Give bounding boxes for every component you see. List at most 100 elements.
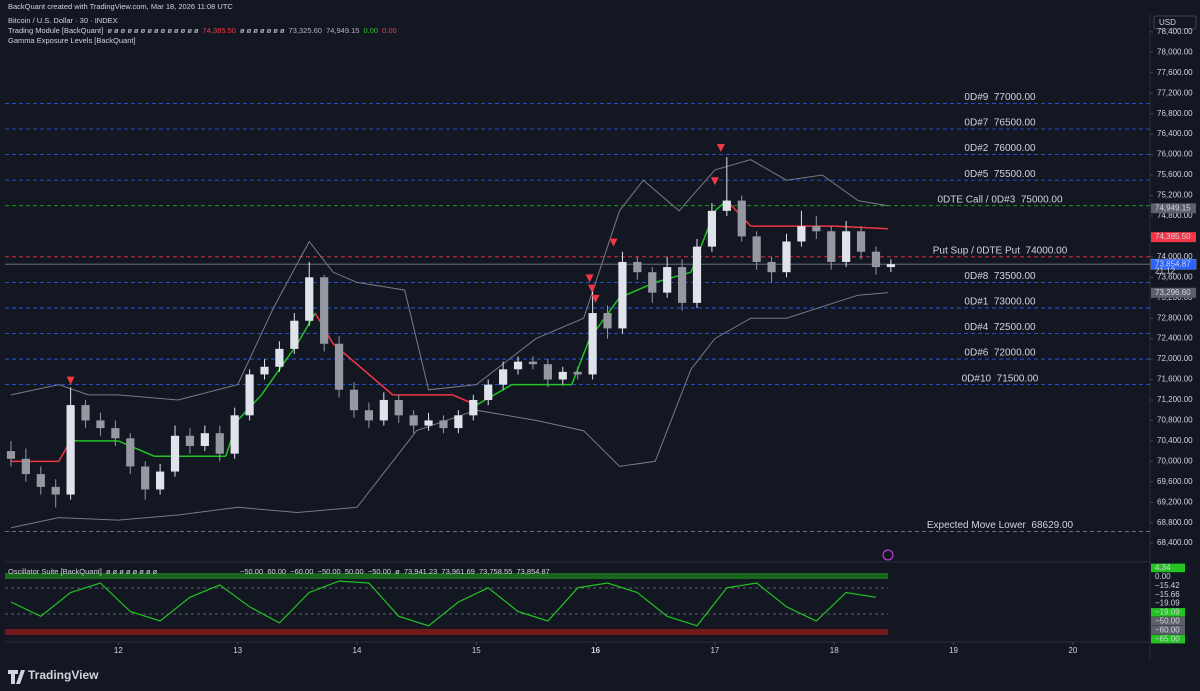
osc-tag-label: −50.00: [1155, 617, 1180, 626]
osc-tag-label: 0.00: [1155, 572, 1171, 581]
candle-body: [66, 405, 75, 495]
candle-body: [170, 435, 180, 472]
osc-tag: [1151, 572, 1185, 582]
band-line: [10, 159, 888, 401]
trail-segment: [118, 440, 155, 457]
price-tag-label: 73,854.87: [1155, 259, 1191, 268]
osc-tag: [1151, 634, 1185, 644]
candle-body: [439, 420, 448, 429]
candle-body: [886, 264, 895, 268]
y-tick-label: 68,400.00: [1157, 538, 1193, 547]
x-tick-label: 15: [472, 646, 481, 655]
candle-body: [454, 415, 463, 429]
candle-body: [528, 361, 538, 365]
candle-body: [797, 226, 806, 242]
x-tick-label: 14: [353, 646, 362, 655]
osc-tag: [1151, 625, 1185, 635]
legend-part: ø ø ø ø ø ø ø: [240, 26, 285, 35]
candle-body: [260, 366, 269, 375]
legend-part: Trading Module [BackQuant] ø ø ø ø ø ø ø…: [8, 26, 199, 35]
signal-marker: [716, 144, 725, 153]
osc-tag-label: −19.09: [1155, 608, 1180, 617]
countdown: 21:12: [1155, 266, 1176, 275]
candle-body: [782, 241, 791, 273]
candle-body: [513, 361, 523, 370]
y-tick-label: 68,800.00: [1157, 518, 1193, 527]
candle-body: [96, 420, 105, 429]
price-tag-label: 73,296.60: [1155, 288, 1191, 297]
osc-tag: [1151, 581, 1185, 590]
x-tick-label: 13: [233, 646, 242, 655]
candle-body: [364, 410, 374, 421]
credit: BackQuant created with TradingView.com, …: [8, 2, 233, 11]
candle-body: [842, 231, 851, 262]
osc-tag: [1151, 617, 1185, 626]
candle-body: [36, 474, 45, 487]
candle-body: [648, 272, 657, 293]
legend-part: 73,325.60 74,949.15: [289, 26, 360, 35]
signal-marker: [710, 177, 719, 186]
y-tick-label: 77,200.00: [1157, 88, 1193, 97]
x-tick-label: 12: [114, 646, 123, 655]
y-tick-label: 76,400.00: [1157, 129, 1193, 138]
y-tick-label: 72,400.00: [1157, 334, 1193, 343]
level-label: 0D#2 76000.00: [964, 143, 1036, 154]
legend-part: 74,385.50: [203, 26, 236, 35]
x-tick-label: 18: [830, 646, 839, 655]
y-tick-label: 72,000.00: [1157, 354, 1193, 363]
candle-body: [558, 371, 567, 380]
oscillator-line: [10, 580, 877, 627]
candle-body: [409, 415, 418, 426]
candle-body: [752, 236, 761, 262]
heat-strip: [5, 573, 888, 579]
osc-tag: [1151, 599, 1185, 608]
candle-body: [394, 399, 403, 416]
candle-body: [588, 313, 597, 375]
indicator-legend: Gamma Exposure Levels [BackQuant]: [8, 36, 136, 45]
candle-body: [484, 384, 493, 400]
y-tick-label: 74,000.00: [1157, 252, 1193, 261]
candle-body: [185, 435, 195, 446]
candle-body: [827, 231, 836, 262]
candle-body: [633, 261, 642, 273]
candle-body: [156, 471, 165, 490]
footer: [0, 662, 1200, 691]
x-tick-label: 16: [591, 646, 600, 655]
level-label: 0D#1 73000.00: [964, 297, 1036, 308]
candle-body: [737, 200, 746, 237]
price-tag: [1151, 232, 1196, 243]
trail-segment: [475, 383, 513, 406]
osc-legend: −50.00 60.00 −60.00 −50.00 50.00 −50.00 …: [240, 567, 550, 576]
candle-body: [305, 277, 314, 321]
osc-tag-label: 4.34: [1155, 563, 1171, 572]
y-tick-label: 72,800.00: [1157, 313, 1193, 322]
heat-strip: [5, 629, 888, 635]
osc-tag-label: −60.00: [1155, 625, 1180, 634]
brand-logo: [8, 670, 25, 684]
osc-title: Oscillator Suite [BackQuant] ø ø ø ø ø ø…: [8, 567, 158, 576]
candle-body: [424, 420, 433, 426]
candle-body: [663, 267, 672, 293]
candle-body: [200, 433, 209, 446]
candle-body: [871, 251, 881, 268]
y-tick-label: 70,800.00: [1157, 416, 1193, 425]
candle-body: [573, 371, 582, 375]
currency: USD: [1159, 18, 1176, 27]
candle-body: [692, 246, 702, 303]
candle-body: [856, 231, 866, 252]
trail-segment: [571, 338, 591, 385]
candle-body: [320, 277, 329, 344]
currency-box[interactable]: [1153, 15, 1197, 30]
y-tick-label: 70,400.00: [1157, 436, 1193, 445]
level-label: 0DTE Call / 0D#3 75000.00: [937, 194, 1063, 205]
candle-body: [111, 428, 120, 439]
alert-icon[interactable]: [882, 549, 894, 561]
y-tick-label: 76,800.00: [1157, 109, 1193, 118]
x-tick-label: 17: [710, 646, 719, 655]
candle-body: [126, 438, 135, 467]
y-tick-label: 75,600.00: [1157, 170, 1193, 179]
candle-body: [379, 399, 388, 421]
price-tag: [1151, 203, 1196, 214]
legend-part: 0.00: [363, 26, 378, 35]
